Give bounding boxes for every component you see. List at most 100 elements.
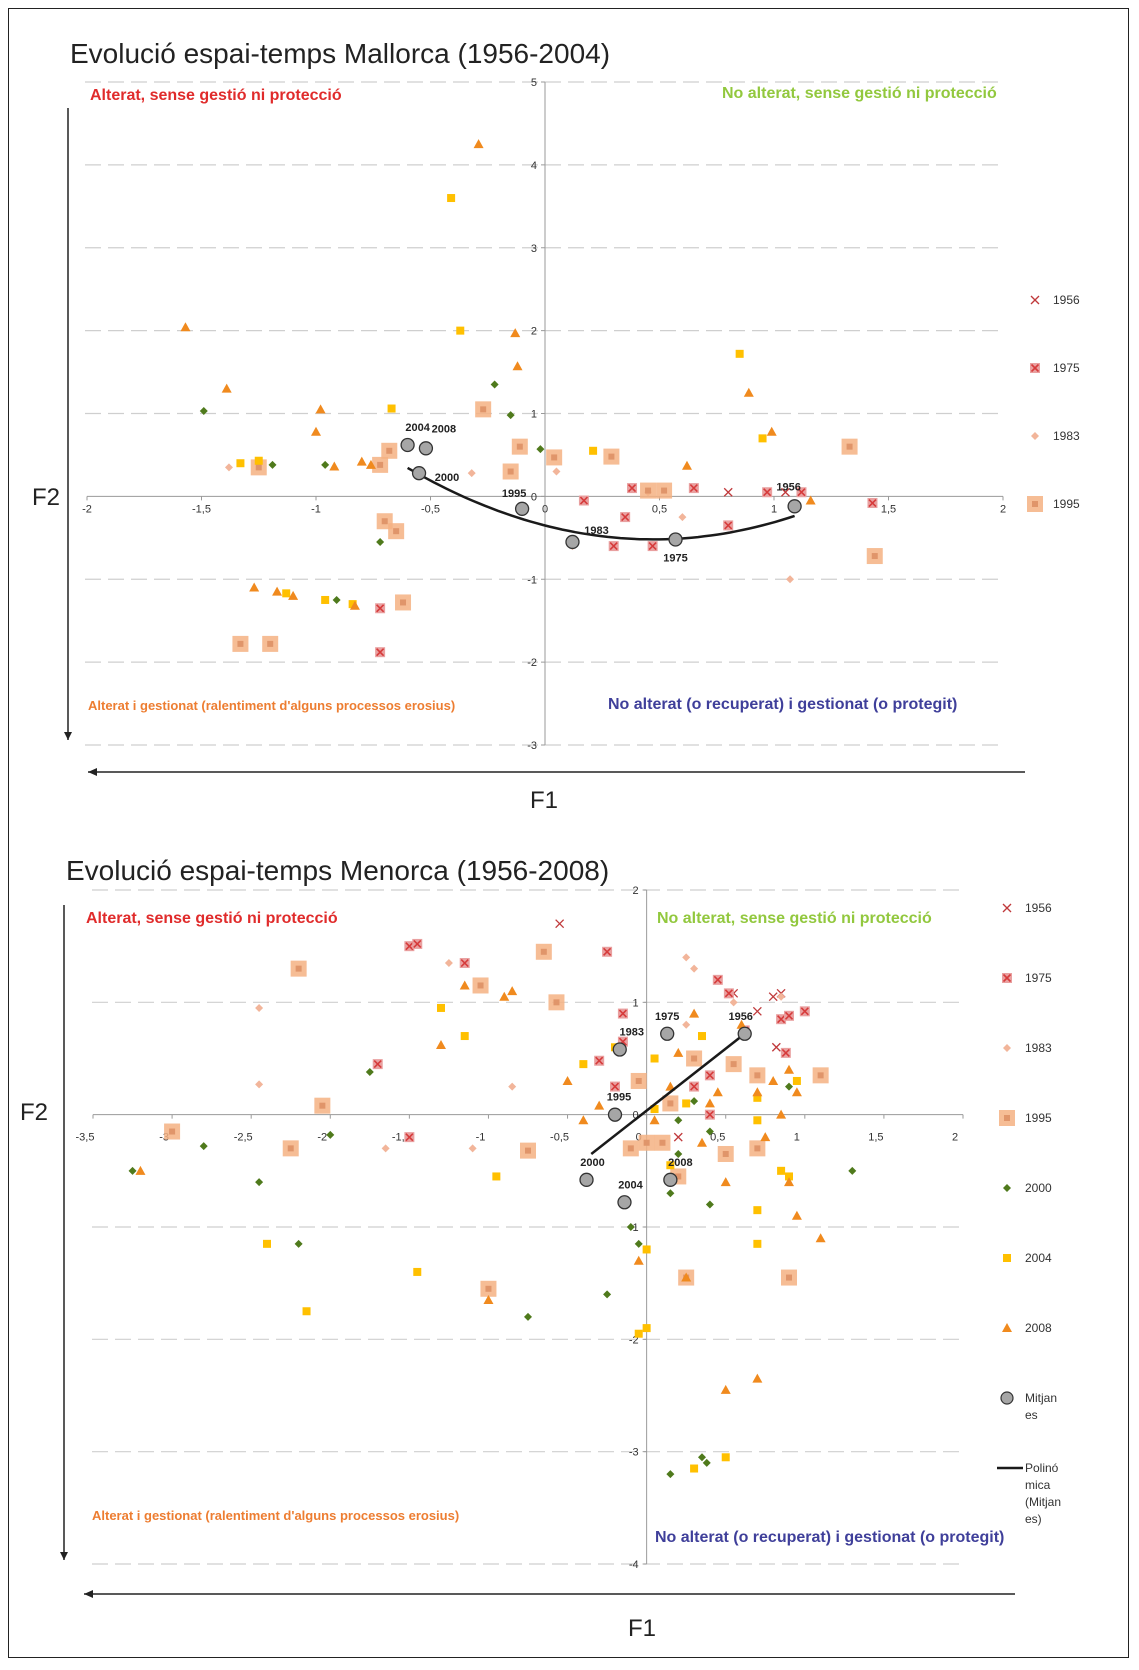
data-point-2000-shape <box>674 1149 683 1158</box>
legend-marker-1956-stroke <box>1002 903 1012 913</box>
data-point-2008 <box>499 991 510 1001</box>
data-point-1975-stroke <box>648 542 657 551</box>
data-point-2004 <box>236 459 245 468</box>
legend-label-2008: 2008 <box>1025 1321 1052 1335</box>
data-point-1975-stroke <box>621 513 630 522</box>
data-point-2004-shape <box>236 459 245 468</box>
data-point-2004 <box>387 404 396 413</box>
data-point-2008-shape <box>720 1177 731 1187</box>
data-point-1975-stroke <box>405 942 414 951</box>
data-point-1983 <box>678 513 687 522</box>
data-point-1975-stroke <box>376 604 385 613</box>
data-point-2008-shape <box>768 1075 779 1085</box>
mean-point-1956 <box>787 499 802 514</box>
data-point-2008 <box>633 1255 644 1265</box>
data-point-2000 <box>674 1116 683 1125</box>
data-point-2008 <box>752 1087 763 1097</box>
data-point-1995 <box>164 1123 181 1140</box>
data-point-1995-core <box>507 468 514 475</box>
data-point-2000-shape <box>255 1178 264 1187</box>
x-tick-label: -3,5 <box>76 1132 95 1144</box>
legend-marker-1995-core <box>1004 1115 1010 1121</box>
data-point-2004 <box>302 1307 311 1316</box>
legend-label-1983: 1983 <box>1053 429 1080 443</box>
data-point-1995 <box>841 438 858 455</box>
menorca-ylabel: F2 <box>20 1099 48 1126</box>
data-point-1995 <box>502 463 519 480</box>
mean-point-2004 <box>400 437 415 453</box>
data-point-1995 <box>640 482 657 499</box>
data-point-1975 <box>375 647 386 658</box>
data-point-2008 <box>784 1177 794 1187</box>
data-point-1995 <box>749 1067 766 1084</box>
data-point-1995-core <box>319 1102 326 1109</box>
data-point-1995 <box>546 449 563 466</box>
data-point-1975-stroke <box>784 1011 794 1020</box>
data-point-1975-stroke <box>595 1056 604 1065</box>
x-tick-label: 0,5 <box>652 503 667 515</box>
x-tick-label: -2 <box>82 503 92 515</box>
data-point-2008-shape <box>315 404 326 414</box>
data-point-2004-shape <box>650 1105 659 1114</box>
legend-label-Polinómica (Mitjanes): mica <box>1025 1478 1051 1492</box>
data-point-1975-stroke <box>609 542 618 551</box>
mean-label-2004: 2004 <box>405 422 430 434</box>
data-point-1995 <box>603 448 620 465</box>
legend-marker-1995-core <box>1032 501 1038 507</box>
data-point-2004 <box>753 1093 762 1102</box>
data-point-2000 <box>848 1166 857 1175</box>
data-point-2008-shape <box>562 1075 573 1085</box>
mean-label-2008: 2008 <box>668 1157 692 1169</box>
legend-marker-1975 <box>1030 363 1040 373</box>
data-point-1975 <box>617 1008 628 1019</box>
data-point-2004 <box>650 1054 659 1063</box>
data-point-2004-shape <box>735 349 744 358</box>
data-point-2004 <box>447 194 456 203</box>
data-point-2008 <box>736 1019 747 1029</box>
data-point-2008 <box>720 1177 731 1187</box>
menorca-quadrant-top-left: Alterat, sense gestió ni protecció <box>86 910 338 927</box>
data-point-2008-shape <box>311 426 321 436</box>
x-tick-label: 1,5 <box>868 1132 883 1144</box>
menorca-chart: Evolució espai-temps Menorca (1956-2008)… <box>20 855 1061 1642</box>
data-point-1975 <box>620 512 631 523</box>
data-point-2000-shape <box>365 1067 374 1076</box>
data-point-1983 <box>786 575 795 584</box>
data-point-2008 <box>594 1100 605 1110</box>
data-point-2008-shape <box>349 600 360 610</box>
menorca-means: 1956 1975 1983 1995 2000 2004 2008 <box>579 1011 753 1210</box>
legend-marker-2000 <box>1003 1184 1011 1192</box>
y-tick-label: -3 <box>527 740 537 752</box>
data-point-1995-core <box>722 1150 729 1157</box>
data-point-2004 <box>792 1076 801 1085</box>
menorca-quadrant-top-right: No alterat, sense gestió ni protecció <box>657 910 932 927</box>
data-point-1975-stroke <box>376 648 385 657</box>
data-point-2000-shape <box>321 460 330 469</box>
legend-label-2004: 2004 <box>1025 1251 1052 1265</box>
data-point-1995-core <box>485 1285 492 1292</box>
data-point-1975 <box>776 1014 787 1025</box>
polynomial-trendline <box>406 466 795 541</box>
data-point-2008 <box>720 1384 731 1394</box>
legend-label-1995: 1995 <box>1053 497 1080 511</box>
data-point-1995-core <box>817 1072 824 1079</box>
mean-label-1975: 1975 <box>655 1011 679 1023</box>
data-point-2004-shape <box>263 1239 271 1248</box>
data-point-2004-shape <box>777 1166 786 1175</box>
f1-arrowhead <box>84 1590 93 1598</box>
menorca-gridlines <box>92 889 960 1565</box>
y-tick-label: 0 <box>633 1110 639 1122</box>
data-point-1956 <box>780 487 790 497</box>
data-point-2000-shape <box>702 1458 711 1467</box>
legend-marker-1983 <box>1003 1044 1011 1052</box>
data-point-2004-shape <box>792 1076 801 1085</box>
y-tick-label: -1 <box>527 574 537 586</box>
data-point-2004 <box>753 1206 762 1215</box>
data-point-1983 <box>467 469 476 478</box>
data-point-1995-core <box>551 454 558 461</box>
data-point-2008 <box>768 1075 779 1085</box>
data-point-1975 <box>412 938 423 949</box>
data-point-2000 <box>536 445 545 454</box>
data-point-1995-core <box>480 406 487 413</box>
data-point-2000-shape <box>634 1239 643 1248</box>
